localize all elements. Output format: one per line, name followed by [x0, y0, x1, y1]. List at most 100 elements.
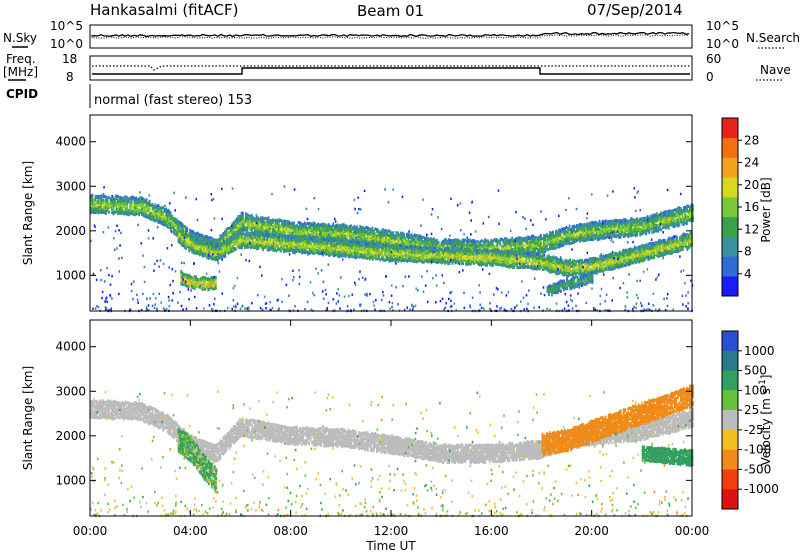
power-cell-2854: [568, 224, 571, 228]
power-cell-3092: [607, 229, 610, 233]
power-cell-4678: [356, 249, 359, 253]
power-cell-4735: [365, 242, 368, 246]
power-cell-2505: [509, 247, 512, 251]
power-cell-1661: [368, 237, 371, 241]
power-cell-4432: [314, 242, 317, 246]
power-cell-829: [231, 233, 234, 237]
power-cell-3251: [633, 230, 636, 234]
power-cell-3870: [219, 244, 222, 248]
power-cell-1103: [278, 229, 280, 234]
power-cell-3224: [628, 233, 631, 237]
power-cell-3767: [203, 239, 206, 243]
power-cell-4623: [347, 255, 350, 259]
power-cell-1080: [273, 223, 276, 227]
power-cell-47: [97, 207, 100, 211]
power-cell-2964: [586, 225, 589, 229]
power-cell-2755: [552, 232, 554, 236]
power-cell-591: [189, 228, 192, 232]
power-cell-1833: [395, 231, 398, 235]
power-cell-4078: [256, 244, 258, 248]
power-cell-2432: [496, 243, 499, 248]
power-cell-1067: [272, 232, 274, 237]
power-cell-903: [242, 213, 244, 217]
power-cell-3755: [201, 243, 204, 247]
power-cell-2591: [524, 249, 527, 253]
power-cell-4123: [262, 233, 264, 237]
power-cell-4266: [287, 246, 290, 250]
power-cell-3975: [238, 236, 240, 240]
power-cell-4040: [248, 231, 251, 235]
power-cell-1625: [362, 229, 365, 234]
power-cell-4529: [331, 251, 334, 255]
power-cell-3488: [672, 224, 675, 228]
power-cell-3359: [649, 217, 652, 221]
power-cell-4909: [396, 244, 398, 248]
power-cell-4511: [328, 251, 331, 255]
power-cell-3910: [227, 251, 230, 255]
power-cell-3943: [232, 234, 234, 239]
power-cell-4087: [257, 246, 260, 250]
power-cell-4949: [403, 247, 406, 251]
power-cell-2914: [579, 227, 581, 232]
power-cell-1335: [315, 223, 318, 227]
power-cell-2917: [579, 222, 581, 227]
power-cell-914: [245, 226, 247, 230]
freq-label-line2: [MHz]: [3, 65, 38, 79]
power-cell-1016: [261, 218, 264, 222]
power-cell-3539: [680, 207, 682, 211]
power-cell-515: [175, 221, 178, 225]
power-cell-4677: [356, 251, 359, 255]
power-cell-4255: [284, 238, 287, 242]
power-cell-3872: [221, 255, 224, 260]
power-cell-3268: [634, 218, 637, 222]
power-cell-2442: [497, 239, 500, 244]
power-cell-1705: [374, 227, 377, 231]
power-cell-4210: [277, 240, 279, 244]
power-cell-4281: [289, 238, 291, 242]
power-cell-4318: [296, 249, 299, 253]
power-cell-980: [257, 230, 259, 234]
power-cell-3131: [613, 228, 616, 232]
power-cell-857: [236, 226, 238, 230]
power-cell-443: [163, 207, 166, 211]
power-cell-1236: [300, 232, 303, 236]
power-cell-4317: [295, 236, 297, 240]
power-cell-2356: [482, 245, 485, 249]
power-cell-4851: [387, 249, 389, 253]
power-cell-324: [142, 203, 145, 207]
power-cell-1624: [362, 232, 365, 236]
power-cell-4037: [248, 235, 251, 240]
power-cell-2767: [555, 242, 557, 246]
power-cell-4291: [290, 236, 293, 240]
power-cell-4426: [313, 238, 315, 242]
power-cell-35: [94, 194, 97, 198]
power-cell-1105: [278, 225, 280, 229]
power-cell-2512: [511, 247, 514, 252]
power-cell-2572: [520, 240, 523, 244]
power-cell-1022: [263, 224, 265, 228]
power-cell-2909: [579, 238, 581, 242]
power-cell-4290: [290, 238, 293, 242]
power-cell-3715: [195, 247, 198, 252]
power-cell-4498: [325, 239, 328, 243]
cpid-label: CPID: [6, 87, 38, 101]
power-cell-346: [147, 214, 149, 218]
power-cell-3426: [661, 219, 664, 223]
power-cell-4799: [378, 254, 380, 258]
power-cell-810: [227, 236, 229, 240]
power-cell-1804: [391, 238, 393, 242]
power-cell-1523: [345, 229, 348, 233]
power-cell-2189: [455, 242, 458, 246]
power-cell-4276: [289, 247, 291, 251]
power-cell-2489: [506, 246, 509, 250]
power-cell-4364: [302, 239, 305, 244]
power-cell-3597: [690, 214, 693, 218]
power-cell-4769: [371, 245, 374, 250]
power-cell-1977: [419, 238, 422, 242]
power-cell-2039: [430, 240, 432, 244]
power-cell-3785: [207, 256, 210, 260]
power-cell-2031: [428, 237, 431, 242]
power-cell-2516: [511, 239, 514, 243]
power-cell-4736: [367, 256, 370, 260]
power-cell-229: [126, 201, 128, 205]
